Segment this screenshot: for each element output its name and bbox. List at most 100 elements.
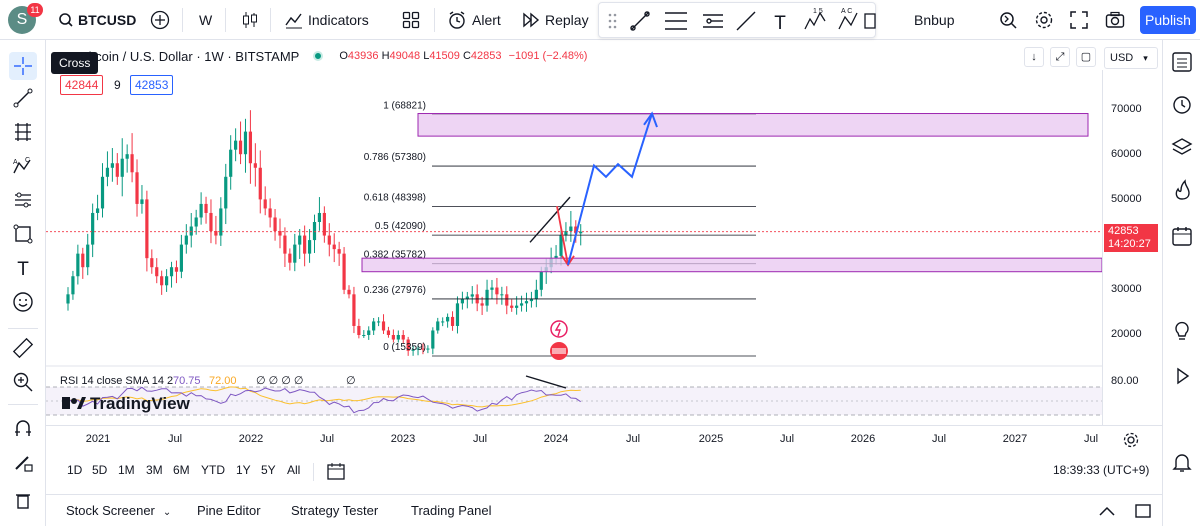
candle-body	[446, 316, 450, 322]
range-1m[interactable]: 1M	[118, 463, 135, 477]
layout-name-button[interactable]: Bnbup	[914, 0, 954, 40]
gear-icon[interactable]	[1122, 431, 1140, 449]
range-all[interactable]: All	[287, 463, 301, 477]
data-window-icon[interactable]	[1170, 136, 1194, 160]
tab-trading-panel[interactable]: Trading Panel	[411, 503, 492, 518]
chart-legend: Bitcoin / U.S. Dollar · 1W · BITSTAMP O4…	[60, 47, 587, 65]
pencil-lock-icon[interactable]	[11, 450, 35, 474]
candle-body	[253, 163, 257, 168]
tab-strategy-tester[interactable]: Strategy Tester	[291, 503, 379, 518]
publish-label: Publish	[1145, 12, 1191, 28]
symbol-title[interactable]: Bitcoin / U.S. Dollar · 1W · BITSTAMP	[80, 48, 300, 64]
drag-handle-icon[interactable]	[608, 13, 617, 29]
alert-button[interactable]: Alert	[447, 0, 501, 40]
interval-label: W	[199, 12, 213, 28]
candle-body	[76, 253, 80, 277]
chevron-up-icon[interactable]	[1098, 503, 1116, 519]
watchlist-icon[interactable]	[1170, 50, 1194, 74]
currency-select[interactable]: USD ▾	[1104, 47, 1158, 69]
tab-stock-screener[interactable]: Stock Screener ⌄	[66, 503, 172, 518]
pitchfork-icon[interactable]	[703, 14, 723, 28]
range-6m[interactable]: 6M	[173, 463, 190, 477]
spread-value: 9	[114, 78, 121, 92]
price-chart[interactable]: 1 (68821) 0.786 (57380) 0.618 (48398) 0.5 (…	[46, 70, 1102, 425]
candle-body	[539, 271, 543, 290]
timezone-clock[interactable]: 18:39:33 (UTC+9)	[1053, 463, 1150, 477]
settings-button[interactable]	[1034, 0, 1054, 40]
candle-body	[120, 158, 124, 177]
candle-body	[480, 303, 484, 306]
replay-button[interactable]: Replay	[521, 0, 589, 40]
fib-retracement-icon[interactable]	[11, 120, 35, 144]
avatar-letter: S	[16, 11, 28, 28]
trendline-icon[interactable]	[630, 11, 650, 31]
fullscreen-button[interactable]	[1070, 0, 1088, 40]
range-3m[interactable]: 3M	[146, 463, 163, 477]
trash-icon[interactable]	[11, 488, 35, 512]
maximize-panel-icon[interactable]	[1134, 503, 1152, 519]
range-1y[interactable]: 1Y	[236, 463, 251, 477]
publish-button[interactable]: Publish	[1140, 6, 1196, 34]
candle-body	[342, 253, 346, 290]
svg-text:C: C	[25, 157, 30, 164]
ruler-icon[interactable]	[11, 336, 35, 360]
maximize-pane-icon[interactable]: ⤢	[1050, 47, 1070, 67]
crosshair-icon[interactable]	[9, 52, 37, 80]
rsi-extra-values: ∅ ∅ ∅ ∅	[256, 375, 304, 387]
emoji-icon[interactable]	[11, 290, 35, 314]
templates-button[interactable]	[402, 0, 420, 40]
hotlist-flame-icon[interactable]	[1170, 178, 1194, 202]
chart-type-button[interactable]	[240, 0, 260, 40]
text-tool-icon[interactable]: T	[774, 13, 786, 34]
candle-body	[194, 217, 198, 227]
candle-body	[460, 298, 464, 304]
arrow-down-icon[interactable]: ↓	[1024, 47, 1044, 67]
zoom-in-icon[interactable]	[11, 370, 35, 394]
geometric-shapes-icon[interactable]	[11, 222, 35, 246]
time-axis[interactable]: 2021 Jul 2022 Jul 2023 Jul 2024 Jul 2025…	[46, 425, 1162, 453]
sell-price-box[interactable]: 42844	[60, 75, 104, 95]
camera-icon	[1105, 11, 1125, 28]
candle-body	[288, 253, 292, 263]
candle-body	[490, 287, 494, 290]
alerts-clock-icon[interactable]	[1170, 92, 1194, 116]
range-1d[interactable]: 1D	[67, 463, 83, 477]
indicators-button[interactable]: Indicators	[284, 0, 369, 40]
tradingview-logo-icon	[62, 397, 70, 409]
svg-text:A: A	[13, 159, 18, 166]
symbol-search-button[interactable]: BTCUSD	[58, 0, 136, 40]
notifications-bell-icon[interactable]	[1170, 450, 1194, 474]
candle-body	[436, 321, 440, 331]
grid-icon	[402, 11, 420, 29]
buy-price-box[interactable]: 42853	[130, 75, 174, 95]
snapshot-button[interactable]	[1105, 0, 1125, 40]
text-icon[interactable]: T	[11, 256, 35, 280]
quick-search-button[interactable]	[998, 0, 1018, 40]
range-5d[interactable]: 5D	[92, 463, 108, 477]
time-tick: 2022	[238, 433, 264, 445]
ideas-bulb-icon[interactable]	[1170, 318, 1194, 342]
rectangle-icon[interactable]	[864, 13, 876, 29]
streams-icon[interactable]	[1170, 364, 1194, 388]
calendar-icon[interactable]	[1170, 224, 1194, 248]
parallel-channel-icon[interactable]	[665, 12, 687, 30]
abcd-pattern-icon[interactable]: A C	[838, 8, 858, 30]
range-5y[interactable]: 5Y	[261, 463, 276, 477]
trendline-icon[interactable]	[11, 86, 35, 110]
pane-settings-icon[interactable]: ▢	[1076, 47, 1096, 67]
goto-date-icon[interactable]	[326, 461, 346, 481]
candle-body	[485, 289, 489, 306]
candle-body	[238, 140, 243, 155]
elliott-wave-icon[interactable]: 1 5	[804, 8, 826, 30]
interval-button[interactable]: W	[199, 0, 212, 40]
forecasting-icon[interactable]	[11, 188, 35, 212]
tab-pine-editor[interactable]: Pine Editor	[197, 503, 261, 518]
compare-add-button[interactable]	[150, 0, 170, 40]
candle-body	[524, 301, 529, 304]
magnet-icon[interactable]	[11, 416, 35, 440]
range-ytd[interactable]: YTD	[201, 463, 225, 477]
fib-level-label: 0.382 (35782)	[364, 250, 426, 261]
line-icon[interactable]	[736, 11, 756, 31]
